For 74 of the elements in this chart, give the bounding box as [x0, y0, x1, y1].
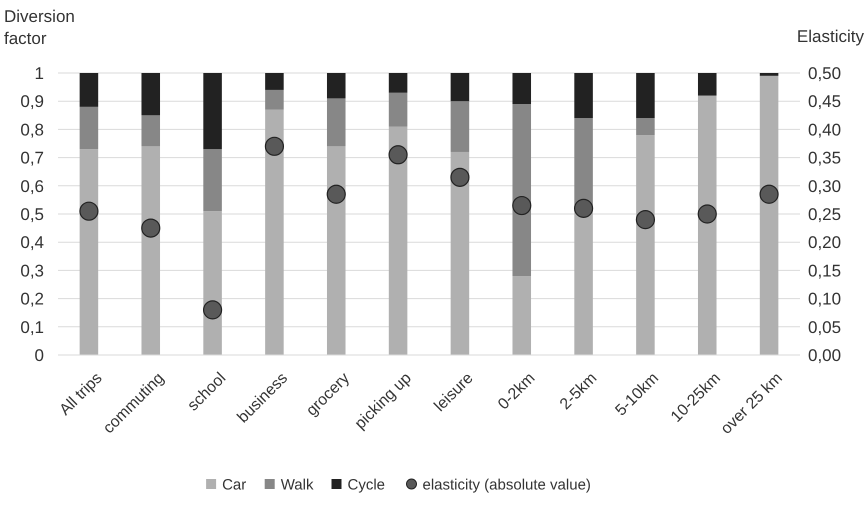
y-tick-label: 0,8: [20, 120, 44, 140]
bar: [203, 149, 222, 212]
point: [698, 204, 717, 224]
y-tick-label: 0,7: [20, 148, 44, 168]
y-tick-label: 0: [34, 346, 44, 365]
bar: [698, 73, 717, 96]
bar: [141, 115, 160, 146]
bar: [636, 73, 655, 118]
y-tick-label: 1: [34, 64, 44, 83]
bar: [512, 73, 532, 104]
bar: [141, 146, 160, 355]
y-tick-label: 0,9: [20, 92, 44, 112]
bar: [265, 73, 284, 90]
legend-label: Car: [222, 476, 246, 494]
y2-tick-label: 0,10: [808, 290, 842, 309]
legend-label: elasticity (absolute value): [422, 476, 591, 494]
bar: [80, 149, 98, 355]
bar: [388, 126, 408, 355]
bar: [636, 135, 655, 355]
bar: [388, 73, 408, 93]
y2-tick-label: 0,00: [808, 346, 842, 365]
y2-tick-label: 0,15: [808, 261, 842, 280]
bar: [698, 96, 717, 355]
bar: [450, 152, 470, 355]
y2-tick-label: 0,05: [808, 318, 842, 337]
point: [450, 168, 470, 187]
bar: [203, 73, 222, 150]
point: [759, 184, 779, 204]
y-tick-label: 0,1: [20, 318, 44, 337]
bar: [388, 92, 408, 127]
bar: [512, 104, 532, 276]
point: [574, 198, 594, 218]
y-tick-label: 0,2: [20, 290, 44, 309]
bar: [326, 73, 346, 98]
y2-tick-label: 0,25: [808, 204, 842, 224]
y-tick-label: 0,5: [20, 204, 44, 224]
point: [141, 218, 160, 238]
y2-tick-label: 0,40: [808, 120, 842, 140]
legend-label: Cycle: [348, 476, 386, 494]
bar: [636, 118, 655, 136]
bar: [450, 101, 470, 152]
y2-tick-label: 0,35: [808, 148, 842, 168]
y2-tick-label: 0,20: [808, 233, 842, 252]
bar: [141, 73, 160, 116]
bar: [326, 98, 346, 146]
point: [202, 300, 222, 320]
bar: [574, 73, 593, 118]
y-tick-label: 0,3: [20, 261, 44, 280]
bar: [760, 76, 778, 355]
point: [388, 145, 408, 164]
y2-axis-title: Elasticity: [796, 27, 864, 46]
point: [264, 136, 284, 156]
y-axis-title: Diversion factor: [4, 7, 75, 48]
bar: [80, 73, 98, 107]
point: [79, 202, 99, 221]
bar: [512, 276, 532, 355]
y2-tick-label: 0,45: [808, 92, 842, 112]
y-tick-label: 0,6: [20, 176, 44, 196]
bar: [574, 118, 593, 208]
bar: [760, 73, 778, 76]
y2-tick-label: 0,30: [808, 176, 842, 196]
bar: [265, 90, 284, 110]
bar: [265, 110, 284, 355]
bar: [450, 73, 470, 102]
point: [636, 210, 656, 230]
x-tick-label: All trips: [56, 370, 106, 419]
y-tick-label: 0,4: [20, 233, 44, 252]
legend-label: Walk: [280, 476, 314, 494]
point: [326, 184, 346, 204]
y2-tick-label: 0,50: [808, 64, 842, 83]
bar: [326, 146, 346, 355]
bar: [80, 106, 98, 150]
bar: [574, 208, 593, 355]
point: [512, 196, 532, 216]
